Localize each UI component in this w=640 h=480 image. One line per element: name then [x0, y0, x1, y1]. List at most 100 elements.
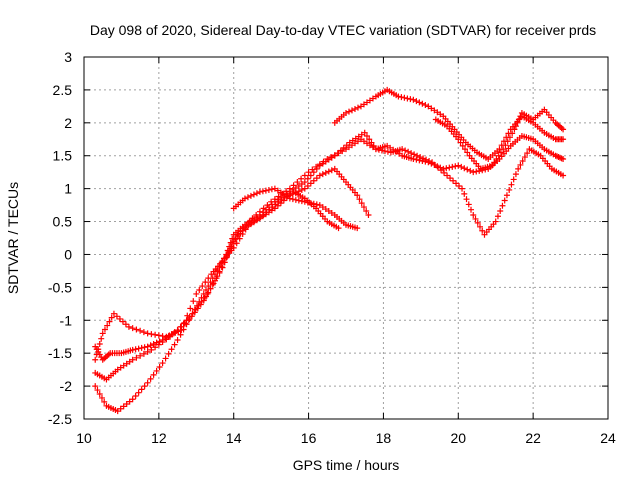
data-point — [510, 176, 517, 183]
x-tick-label: 10 — [76, 430, 92, 446]
y-tick-label: 0.5 — [53, 214, 73, 230]
data-point — [506, 134, 513, 141]
data-point — [262, 206, 269, 213]
data-point — [140, 329, 147, 336]
data-point — [98, 335, 105, 342]
data-point — [461, 165, 468, 172]
data-point — [463, 196, 470, 203]
y-axis-title: SDTVAR / TECUs — [5, 182, 21, 294]
data-point — [209, 275, 216, 282]
data-point — [354, 225, 361, 232]
data-point — [462, 146, 469, 153]
series-track-5 — [230, 185, 361, 232]
data-point — [144, 330, 151, 337]
data-point — [468, 206, 475, 213]
data-point — [512, 171, 519, 178]
data-point — [519, 157, 526, 164]
data-point — [459, 185, 466, 192]
data-point — [156, 364, 163, 371]
data-point — [104, 322, 111, 329]
data-point — [465, 201, 472, 208]
data-point — [268, 201, 275, 208]
y-tick-label: -2.5 — [48, 411, 72, 427]
data-point — [190, 298, 197, 305]
series-track-4 — [92, 129, 567, 415]
data-point — [319, 171, 326, 178]
data-point — [307, 172, 314, 179]
data-point — [205, 283, 212, 290]
data-point — [337, 147, 344, 154]
data-point — [113, 313, 120, 320]
data-point — [144, 348, 151, 355]
data-point — [343, 142, 350, 149]
data-point — [187, 305, 194, 312]
data-point — [256, 211, 263, 218]
x-tick-label: 20 — [450, 430, 466, 446]
data-point — [404, 95, 411, 102]
data-point — [410, 96, 417, 103]
data-point — [313, 175, 320, 182]
data-point — [298, 175, 305, 182]
data-point — [119, 318, 126, 325]
data-point — [196, 286, 203, 293]
data-point — [171, 341, 178, 348]
data-point — [499, 202, 506, 209]
data-point — [508, 181, 515, 188]
data-point — [497, 208, 504, 215]
y-tick-label: 1 — [64, 181, 72, 197]
data-point — [419, 100, 426, 107]
data-point — [511, 126, 518, 133]
data-point — [447, 175, 454, 182]
data-point — [198, 294, 205, 301]
data-point — [199, 283, 206, 290]
data-point — [283, 188, 290, 195]
data-point — [92, 356, 99, 363]
plot-frame — [83, 56, 609, 420]
data-point — [457, 139, 464, 146]
data-point — [289, 196, 296, 203]
data-point — [189, 310, 196, 317]
data-point — [305, 169, 312, 176]
data-point — [515, 116, 522, 123]
data-point — [200, 290, 207, 297]
data-point — [446, 164, 453, 171]
data-point — [153, 367, 160, 374]
data-point — [226, 243, 233, 250]
data-point — [122, 321, 129, 328]
y-tick-label: 2 — [64, 115, 72, 131]
y-tick-label: 0 — [64, 246, 72, 262]
data-point — [202, 279, 209, 286]
data-point — [259, 209, 266, 216]
data-point — [148, 346, 155, 353]
data-point — [307, 180, 314, 187]
data-point — [408, 150, 415, 157]
data-point — [244, 194, 251, 201]
data-point — [116, 315, 123, 322]
data-point — [180, 326, 187, 333]
data-point — [295, 197, 302, 204]
data-point — [413, 98, 420, 105]
data-point — [168, 346, 175, 353]
data-point — [368, 139, 375, 146]
data-point — [434, 163, 441, 170]
data-point — [174, 327, 181, 334]
data-point — [286, 195, 293, 202]
data-point — [334, 150, 341, 157]
data-point — [167, 333, 174, 340]
data-point — [521, 154, 528, 161]
data-point — [524, 150, 531, 157]
data-point — [147, 342, 154, 349]
data-point — [560, 156, 567, 163]
data-point — [455, 136, 462, 143]
data-point — [150, 371, 157, 378]
data-point — [356, 196, 363, 203]
data-point — [443, 165, 450, 172]
data-point — [203, 286, 210, 293]
data-point — [495, 152, 502, 159]
data-point — [398, 94, 405, 101]
data-point — [223, 251, 230, 258]
data-point — [295, 188, 302, 195]
data-point — [125, 323, 132, 330]
